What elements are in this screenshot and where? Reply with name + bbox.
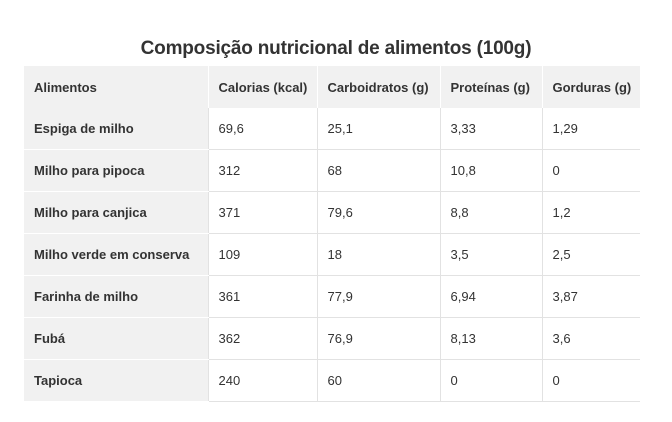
header-carboidratos: Carboidratos (g) <box>317 66 441 108</box>
carbs-cell: 68 <box>316 149 440 192</box>
table-row: Farinha de milho 361 77,9 6,94 3,87 <box>24 275 640 318</box>
header-gorduras: Gorduras (g) <box>542 66 641 108</box>
fat-cell: 3,87 <box>541 275 640 318</box>
calories-cell: 362 <box>207 317 317 360</box>
carbs-cell: 18 <box>316 233 440 276</box>
header-alimentos: Alimentos <box>24 66 209 108</box>
protein-cell: 10,8 <box>439 149 542 192</box>
protein-cell: 6,94 <box>439 275 542 318</box>
carbs-cell: 76,9 <box>316 317 440 360</box>
table-header-row: Alimentos Calorias (kcal) Carboidratos (… <box>24 66 641 108</box>
food-name-cell: Tapioca <box>24 359 208 402</box>
food-name-cell: Espiga de milho <box>24 108 208 150</box>
fat-cell: 1,2 <box>541 191 640 234</box>
food-name-cell: Farinha de milho <box>24 275 208 318</box>
calories-cell: 109 <box>207 233 317 276</box>
calories-cell: 361 <box>207 275 317 318</box>
calories-cell: 312 <box>207 149 317 192</box>
table-row: Espiga de milho 69,6 25,1 3,33 1,29 <box>24 108 640 150</box>
calories-cell: 371 <box>207 191 317 234</box>
table-row: Milho para pipoca 312 68 10,8 0 <box>24 149 640 192</box>
food-name-cell: Milho para pipoca <box>24 149 208 192</box>
header-calorias: Calorias (kcal) <box>208 66 318 108</box>
fat-cell: 1,29 <box>541 108 640 150</box>
protein-cell: 3,5 <box>439 233 542 276</box>
table-row: Milho verde em conserva 109 18 3,5 2,5 <box>24 233 640 276</box>
page-title: Composição nutricional de alimentos (100… <box>140 38 532 59</box>
food-name-cell: Milho para canjica <box>24 191 208 234</box>
food-name-cell: Fubá <box>24 317 208 360</box>
fat-cell: 3,6 <box>541 317 640 360</box>
fat-cell: 0 <box>541 359 640 402</box>
table-row: Milho para canjica 371 79,6 8,8 1,2 <box>24 191 640 234</box>
nutrition-table: Alimentos Calorias (kcal) Carboidratos (… <box>24 66 641 402</box>
calories-cell: 240 <box>207 359 317 402</box>
protein-cell: 0 <box>439 359 542 402</box>
table-row: Tapioca 240 60 0 0 <box>24 359 640 402</box>
protein-cell: 8,13 <box>439 317 542 360</box>
table-row: Fubá 362 76,9 8,13 3,6 <box>24 317 640 360</box>
header-proteinas: Proteínas (g) <box>440 66 543 108</box>
fat-cell: 2,5 <box>541 233 640 276</box>
carbs-cell: 25,1 <box>316 108 440 150</box>
food-name-cell: Milho verde em conserva <box>24 233 208 276</box>
protein-cell: 3,33 <box>439 108 542 150</box>
carbs-cell: 79,6 <box>316 191 440 234</box>
calories-cell: 69,6 <box>207 108 317 150</box>
protein-cell: 8,8 <box>439 191 542 234</box>
carbs-cell: 60 <box>316 359 440 402</box>
carbs-cell: 77,9 <box>316 275 440 318</box>
fat-cell: 0 <box>541 149 640 192</box>
